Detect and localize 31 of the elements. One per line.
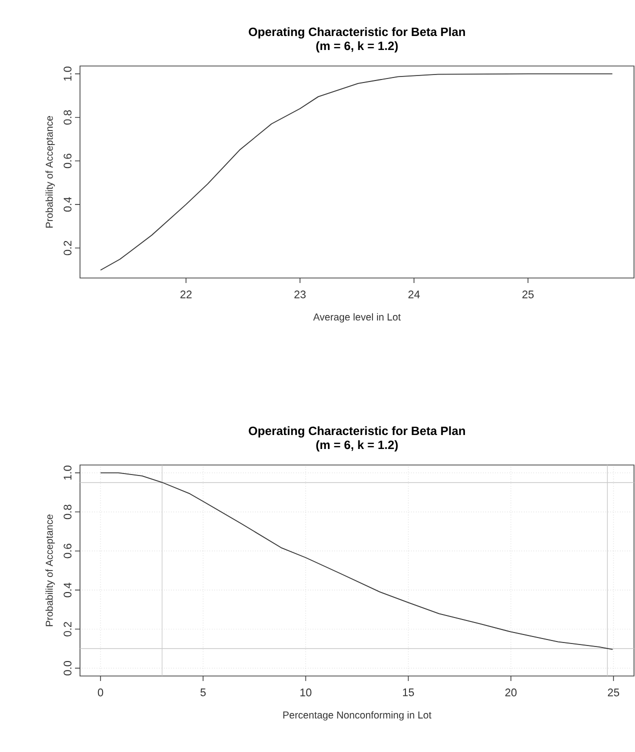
y-tick-label: 0.2 <box>64 622 72 636</box>
chart-title: Operating Characteristic for Beta Plan <box>248 27 465 39</box>
x-axis-title: Average level in Lot <box>313 313 401 323</box>
y-tick-label: 0.2 <box>64 240 72 256</box>
chart-subtitle: (m = 6, k = 1.2) <box>316 41 398 52</box>
chart-title: Operating Characteristic for Beta Plan <box>248 426 465 438</box>
chart-subtitle: (m = 6, k = 1.2) <box>316 440 398 452</box>
x-tick-label: 23 <box>294 290 306 298</box>
x-axis-title: Percentage Nonconforming in Lot <box>283 711 432 721</box>
y-tick-label: 0.8 <box>64 110 72 125</box>
y-axis-title: Probability of Acceptance <box>45 116 55 228</box>
x-tick-label: 5 <box>200 688 206 696</box>
y-tick-label: 0.4 <box>64 197 72 212</box>
line-series <box>100 472 614 650</box>
x-tick-label: 0 <box>98 688 104 696</box>
y-tick-label: 0.4 <box>64 582 72 598</box>
x-tick-label: 25 <box>608 688 620 696</box>
y-tick-label: 0.8 <box>64 504 72 520</box>
x-tick-label: 22 <box>180 290 192 298</box>
y-tick-label: 0.6 <box>64 154 72 168</box>
x-tick-label: 10 <box>300 688 312 696</box>
y-tick-label: 1.0 <box>64 66 72 81</box>
x-tick-label: 20 <box>505 688 517 696</box>
y-axis-title: Probability of Acceptance <box>45 514 55 626</box>
x-tick-label: 25 <box>522 290 534 298</box>
y-tick-label: 1.0 <box>64 466 72 480</box>
x-tick-label: 15 <box>403 688 414 696</box>
x-tick-label: 24 <box>408 290 420 298</box>
line-series <box>100 73 613 271</box>
y-tick-label: 0.0 <box>64 660 72 676</box>
y-tick-label: 0.6 <box>64 544 72 558</box>
